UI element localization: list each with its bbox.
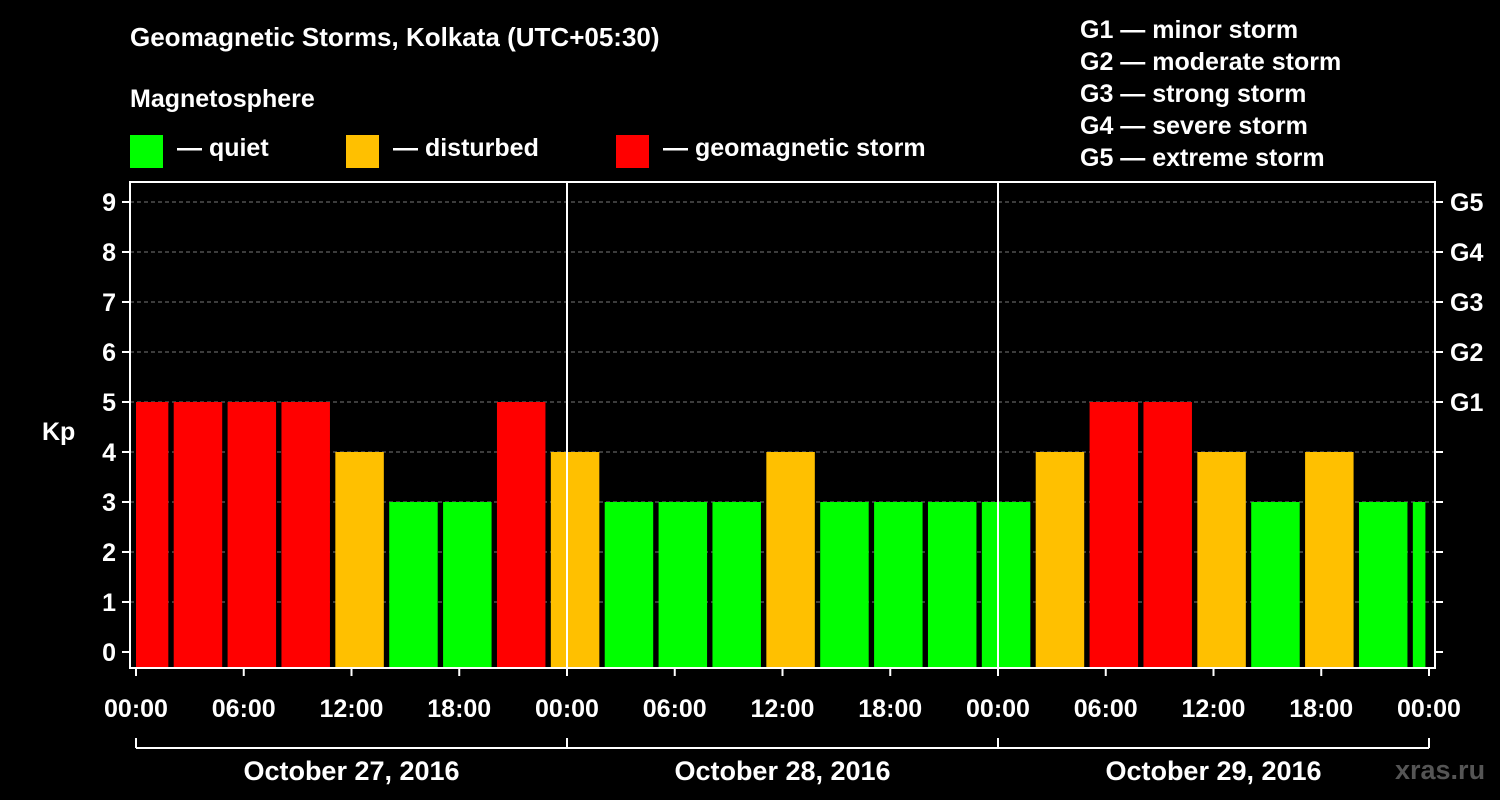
legend-label-disturbed: — disturbed bbox=[393, 134, 539, 162]
watermark: xras.ru bbox=[1395, 755, 1486, 785]
storm-scale-g2: G2 — moderate storm bbox=[1080, 48, 1342, 76]
y-tick-label: 2 bbox=[102, 539, 116, 567]
x-tick-label: 18:00 bbox=[858, 695, 922, 723]
storm-level-label: G3 bbox=[1450, 289, 1483, 317]
kp-bar bbox=[550, 452, 600, 668]
storm-level-label: G5 bbox=[1450, 189, 1483, 217]
y-tick-label: 9 bbox=[102, 189, 116, 217]
x-tick-label: 00:00 bbox=[535, 695, 599, 723]
kp-bar bbox=[335, 452, 384, 668]
kp-bar bbox=[766, 452, 815, 668]
y-tick-label: 4 bbox=[102, 439, 116, 467]
x-tick-label: 00:00 bbox=[104, 695, 168, 723]
legend-label-quiet: — quiet bbox=[177, 134, 269, 162]
legend-label-storm: — geomagnetic storm bbox=[663, 134, 926, 162]
x-tick-label: 18:00 bbox=[427, 695, 491, 723]
kp-bar bbox=[1089, 402, 1139, 668]
storm-level-label: G1 bbox=[1450, 389, 1483, 417]
kp-bar bbox=[1358, 502, 1408, 668]
storm-scale-legend: G1 — minor storm G2 — moderate storm G3 … bbox=[1080, 14, 1341, 174]
storm-scale-g4: G4 — severe storm bbox=[1080, 112, 1308, 140]
kp-bar bbox=[1305, 452, 1354, 668]
day-label: October 29, 2016 bbox=[1105, 756, 1321, 786]
kp-bar bbox=[227, 402, 277, 668]
y-tick-label: 0 bbox=[102, 639, 116, 667]
kp-bar bbox=[1197, 452, 1246, 668]
day-label: October 27, 2016 bbox=[243, 756, 459, 786]
x-tick-label: 12:00 bbox=[751, 695, 815, 723]
kp-bar bbox=[927, 502, 977, 668]
kp-bar bbox=[658, 502, 708, 668]
legend-swatch-storm bbox=[616, 135, 649, 168]
chart-subtitle: Magnetosphere bbox=[130, 85, 315, 113]
kp-bar bbox=[1251, 502, 1300, 668]
legend-swatch-disturbed bbox=[346, 135, 379, 168]
kp-bar bbox=[443, 502, 492, 668]
x-tick-label: 00:00 bbox=[966, 695, 1030, 723]
x-tick-label: 06:00 bbox=[1074, 695, 1138, 723]
y-tick-label: 3 bbox=[102, 489, 116, 517]
kp-bar bbox=[1035, 452, 1085, 668]
x-tick-label: 06:00 bbox=[212, 695, 276, 723]
kp-bar bbox=[136, 402, 169, 668]
kp-bar bbox=[874, 502, 923, 668]
storm-level-label: G2 bbox=[1450, 339, 1483, 367]
x-tick-label: 00:00 bbox=[1397, 695, 1461, 723]
kp-bar bbox=[496, 402, 546, 668]
legend-swatch-quiet bbox=[130, 135, 163, 168]
kp-bar bbox=[281, 402, 330, 668]
kp-bar bbox=[1143, 402, 1192, 668]
y-tick-label: 1 bbox=[102, 589, 116, 617]
day-label: October 28, 2016 bbox=[674, 756, 890, 786]
kp-bar bbox=[389, 502, 438, 668]
y-tick-label: 7 bbox=[102, 289, 116, 317]
y-tick-label: 5 bbox=[102, 389, 116, 417]
kp-bar bbox=[1412, 502, 1426, 668]
x-tick-label: 18:00 bbox=[1289, 695, 1353, 723]
storm-scale-g3: G3 — strong storm bbox=[1080, 80, 1307, 108]
kp-bar bbox=[604, 502, 654, 668]
kp-bar bbox=[820, 502, 869, 668]
x-tick-label: 06:00 bbox=[643, 695, 707, 723]
x-tick-label: 12:00 bbox=[1182, 695, 1246, 723]
kp-bar bbox=[981, 502, 1031, 668]
storm-level-label: G4 bbox=[1450, 239, 1483, 267]
storm-scale-g1: G1 — minor storm bbox=[1080, 16, 1299, 44]
kp-bar bbox=[712, 502, 761, 668]
y-tick-label: 6 bbox=[102, 339, 116, 367]
kp-bar bbox=[173, 402, 223, 668]
storm-scale-g5: G5 — extreme storm bbox=[1080, 144, 1325, 172]
y-axis-label: Kp bbox=[42, 418, 75, 446]
y-tick-label: 8 bbox=[102, 239, 116, 267]
x-tick-label: 12:00 bbox=[320, 695, 384, 723]
chart-title: Geomagnetic Storms, Kolkata (UTC+05:30) bbox=[130, 22, 660, 52]
